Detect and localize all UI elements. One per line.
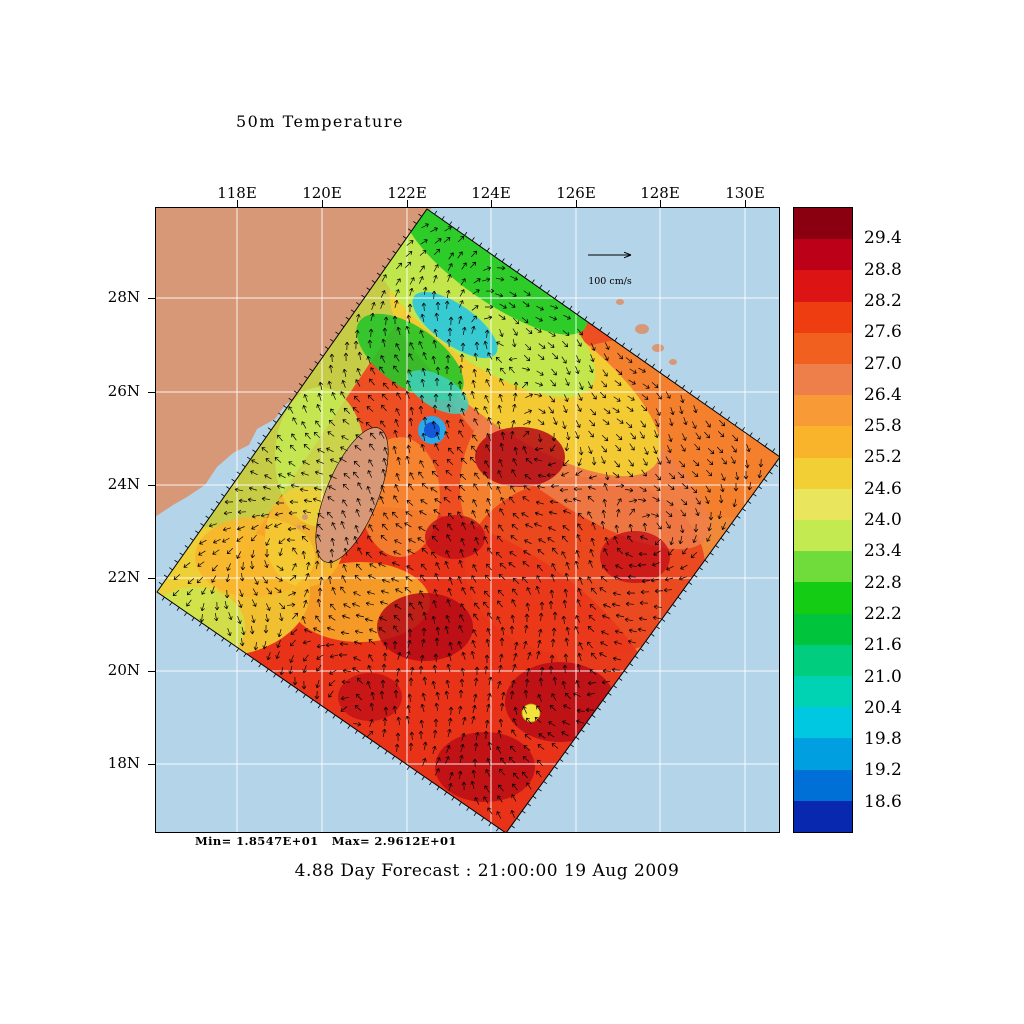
- colorbar-segment: [794, 270, 852, 302]
- lat-axis-tick: [148, 298, 155, 299]
- lon-axis-tick: [576, 200, 577, 207]
- lat-axis-tick: [148, 764, 155, 765]
- colorbar-segment: [794, 613, 852, 645]
- lon-tick-label: 130E: [725, 184, 765, 202]
- lat-axis-tick: [148, 392, 155, 393]
- colorbar-tick-label: 27.0: [864, 353, 902, 374]
- colorbar-segment: [794, 301, 852, 333]
- colorbar-tick-label: 27.6: [864, 322, 902, 343]
- velocity-scale-label: 100 cm/s: [588, 276, 632, 287]
- offshore-islands: [616, 299, 677, 365]
- forecast-caption: 4.88 Day Forecast : 21:00:00 19 Aug 2009: [294, 861, 680, 881]
- lon-axis-tick: [407, 200, 408, 207]
- lat-tick-label: 22N: [107, 568, 140, 586]
- lat-axis-tick: [148, 578, 155, 579]
- colorbar-tick-label: 28.2: [864, 290, 902, 311]
- colorbar-tick-label: 26.4: [864, 384, 902, 405]
- colorbar-tick-label: 28.8: [864, 259, 902, 280]
- colorbar-segment: [794, 769, 852, 801]
- colorbar-segment: [794, 676, 852, 708]
- colorbar-tick-label: 24.0: [864, 510, 902, 530]
- lat-axis-tick: [148, 671, 155, 672]
- model-domain-outline: [156, 208, 780, 833]
- lat-tick-label: 28N: [107, 288, 140, 306]
- velocity-scale-arrow: 100 cm/s: [588, 251, 632, 287]
- colorbar-segment: [794, 520, 852, 552]
- colorbar-segment: [794, 364, 852, 396]
- domain-boundary-ticks: [158, 210, 779, 832]
- map-panel: 100 cm/s: [155, 207, 780, 833]
- colorbar: [793, 207, 853, 833]
- colorbar-tick-label: 20.4: [864, 697, 902, 718]
- lon-tick-label: 128E: [640, 184, 680, 202]
- lat-tick-label: 26N: [107, 382, 140, 400]
- colorbar-tick-label: 21.0: [864, 666, 902, 687]
- lat-axis-tick: [148, 485, 155, 486]
- colorbar-segment: [794, 738, 852, 770]
- lon-axis-tick: [660, 200, 661, 207]
- lon-axis-tick: [237, 200, 238, 207]
- colorbar-segment: [794, 332, 852, 365]
- plot-title: 50m Temperature: [236, 112, 404, 131]
- colorbar-tick-label: 18.6: [864, 791, 902, 812]
- lon-axis-tick: [322, 200, 323, 207]
- map-frame: [155, 207, 780, 833]
- colorbar-tick-label: 23.4: [864, 541, 902, 562]
- colorbar-tick-label: 22.2: [864, 603, 902, 624]
- min-max-stats: Min= 1.8547E+01 Max= 2.9612E+01: [195, 834, 457, 848]
- colorbar-segment: [794, 395, 852, 427]
- colorbar-tick-label: 19.2: [864, 760, 902, 781]
- lat-tick-label: 24N: [107, 475, 140, 493]
- lon-tick-label: 120E: [302, 184, 342, 202]
- lat-tick-label: 18N: [107, 754, 140, 772]
- colorbar-segment: [794, 551, 852, 583]
- lon-axis-tick: [491, 200, 492, 207]
- colorbar-tick-label: 21.6: [864, 635, 902, 656]
- colorbar-segment: [794, 800, 852, 833]
- current-vector-arrows: [172, 223, 764, 819]
- lon-tick-label: 124E: [471, 184, 511, 202]
- lon-axis-tick: [745, 200, 746, 207]
- colorbar-tick-label: 22.8: [864, 572, 902, 593]
- colorbar-segment: [794, 644, 852, 677]
- colorbar-segment: [794, 457, 852, 489]
- colorbar-segment: [794, 426, 852, 458]
- lon-tick-label: 122E: [387, 184, 427, 202]
- lat-tick-label: 20N: [107, 661, 140, 679]
- colorbar-tick-label: 29.4: [864, 228, 902, 249]
- lon-tick-label: 126E: [556, 184, 596, 202]
- colorbar-segment: [794, 488, 852, 521]
- colorbar-segment: [794, 707, 852, 739]
- colorbar-tick-label: 25.2: [864, 447, 902, 468]
- colorbar-tick-label: 25.8: [864, 416, 902, 437]
- colorbar-segment: [794, 239, 852, 271]
- colorbar-segment: [794, 208, 852, 240]
- colorbar-tick-label: 19.8: [864, 729, 902, 750]
- colorbar-segment: [794, 582, 852, 614]
- lon-tick-label: 118E: [217, 184, 257, 202]
- colorbar-tick-label: 24.6: [864, 478, 902, 499]
